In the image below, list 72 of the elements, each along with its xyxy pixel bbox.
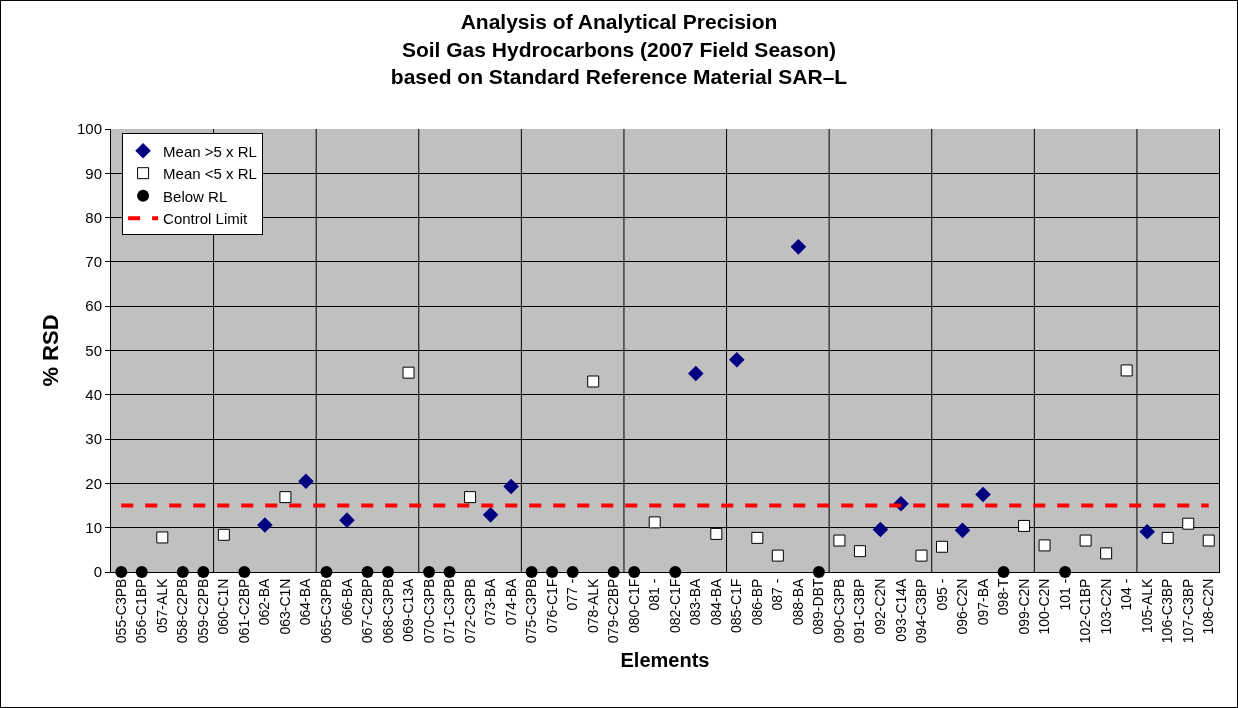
x-tick-label: 055-C3PB (112, 578, 129, 644)
x-tick-label: 099-C2N (1015, 578, 1032, 635)
x-tick-label: 078-ALK (584, 577, 601, 634)
x-tick-label: 070-C3PB (420, 578, 437, 644)
x-tick-label: 076-C1F (543, 578, 560, 634)
x-tick-label: 086-BP (748, 578, 765, 626)
y-tick-label: 70 (85, 253, 102, 271)
x-tick-label: 093-C14A (892, 577, 909, 642)
x-tick-label: 106-C3BP (1159, 578, 1176, 644)
x-tick-label: 069-C13A (400, 577, 417, 642)
x-tick-label: 058-C2PB (174, 578, 191, 644)
x-tick-label: 056-C1BP (133, 578, 150, 644)
y-tick-label: 80 (85, 208, 102, 226)
x-tick-label: 081 - (646, 578, 663, 611)
x-tick-label: 063-C1N (276, 578, 293, 635)
x-tick-label: 108-C2N (1200, 578, 1217, 635)
x-tick-label: 102-C1BP (1077, 578, 1094, 644)
x-tick-label: 105-ALK (1138, 577, 1155, 634)
legend-label: Control Limit (163, 210, 249, 228)
x-axis-title: Elements (620, 648, 710, 671)
x-tick-label: 068-C3PB (379, 578, 396, 644)
y-tick-label: 100 (76, 120, 102, 138)
x-tick-label: 097-BA (974, 577, 991, 626)
x-tick-label: 100-C2N (1036, 578, 1053, 635)
y-tick-label: 10 (85, 518, 102, 536)
x-tick-label: 066-BA (338, 577, 355, 626)
x-tick-label: 107-C3BP (1179, 578, 1196, 644)
x-tick-label: 103-C2N (1097, 578, 1114, 635)
y-tick-label: 30 (85, 430, 102, 448)
x-tick-label: 088-BA (789, 577, 806, 626)
legend-label: Mean <5 x RL (163, 165, 257, 183)
x-tick-label: 071-C3PB (441, 578, 458, 644)
x-tick-label: 089-DBT (810, 578, 827, 635)
x-tick-label: 091-C3BP (851, 578, 868, 644)
x-tick-label: 072-C3PB (461, 578, 478, 644)
x-tick-label: 059-C2PB (194, 578, 211, 644)
legend-label: Mean >5 x RL (163, 142, 257, 160)
x-tick-label: 060-C1N (215, 578, 232, 635)
y-tick-label: 0 (93, 563, 102, 581)
x-tick-label: 085-C1F (728, 578, 745, 634)
x-tick-label: 087 - (769, 578, 786, 611)
x-tick-label: 101 - (1056, 578, 1073, 611)
x-tick-label: 074-BA (502, 577, 519, 626)
x-tick-label: 079-C2BP (605, 578, 622, 644)
x-tick-label: 095 - (933, 578, 950, 611)
legend-label: Below RL (163, 187, 228, 205)
y-tick-label: 60 (85, 297, 102, 315)
x-tick-label: 065-C3PB (317, 578, 334, 644)
x-tick-label: 061-C2BP (235, 578, 252, 644)
x-tick-label: 077 - (564, 578, 581, 611)
x-tick-label: 083-BA (687, 577, 704, 626)
x-tick-label: 096-C2N (954, 578, 971, 635)
x-tick-label: 092-C2N (871, 578, 888, 635)
y-tick-label: 90 (85, 164, 102, 182)
x-tick-label: 064-BA (297, 577, 314, 626)
x-tick-label: 067-C2BP (359, 578, 376, 644)
x-tick-label: 094-C3BP (913, 578, 930, 644)
y-tick-label: 20 (85, 474, 102, 492)
x-tick-label: 057-ALK (153, 577, 170, 634)
y-tick-label: 40 (85, 386, 102, 404)
x-tick-label: 082-C1F (666, 578, 683, 634)
x-tick-label: 073-BA (482, 577, 499, 626)
x-tick-label: 075-C3PB (523, 578, 540, 644)
x-tick-label: 098-T (995, 578, 1012, 616)
x-tick-label: 062-BA (256, 577, 273, 626)
chart-title: Analysis of Analytical Precision Soil Gas Hydrocarbons (2007 Field Season) based on Standard Reference Material SAR–L (390, 10, 848, 88)
y-axis-title: % RSD (37, 314, 63, 387)
x-tick-label: 080-C1F (625, 578, 642, 634)
x-tick-label: 090-C3PB (830, 578, 847, 644)
y-tick-label: 50 (85, 341, 102, 359)
x-tick-label: 084-BA (707, 577, 724, 626)
x-tick-label: 104 - (1118, 578, 1135, 611)
